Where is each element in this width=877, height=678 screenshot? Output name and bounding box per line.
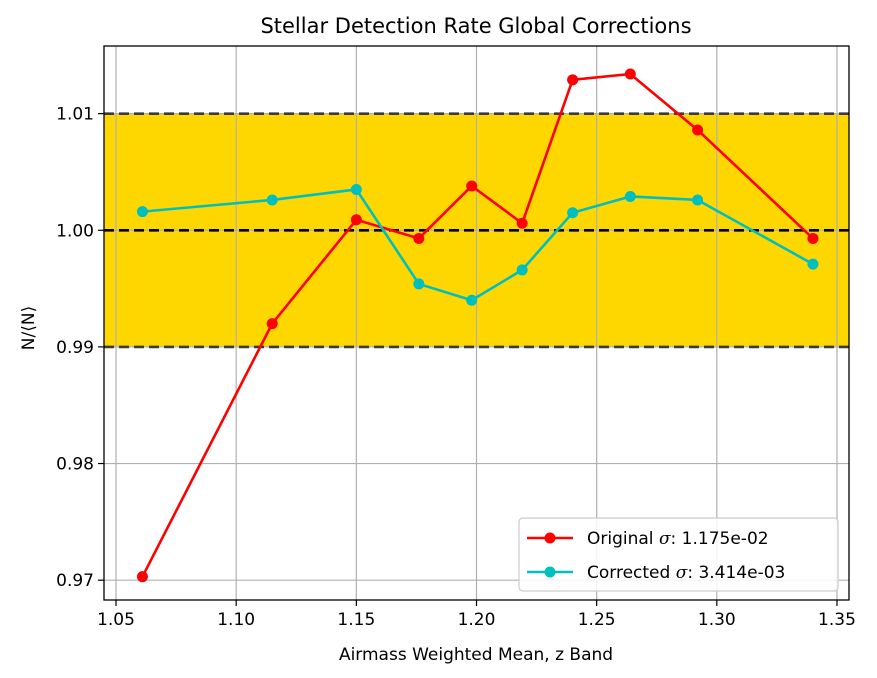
data-point [807,258,819,270]
legend-label-symbol: σ [659,529,671,549]
series-line [142,188,814,302]
x-axis-label: Airmass Weighted Mean, z Band [339,645,613,665]
legend-marker [544,532,556,544]
data-point [692,194,704,206]
data-point [567,207,579,219]
y-tick-label: 1.01 [56,105,94,125]
legend-label: Corrected σ: 3.414e-03 [587,563,785,583]
y-axis-label: N/⟨N⟩ [19,306,39,350]
y-tick-label: 0.99 [56,338,94,358]
y-tick-label: 1.00 [56,221,94,241]
legend-label-suffix: : 1.175e-02 [671,529,769,549]
data-point [413,278,425,290]
legend-label-prefix: Original [587,529,659,549]
series-line [141,72,814,578]
data-point [807,232,819,244]
legend-label: Original σ: 1.175e-02 [587,529,769,549]
data-point [350,214,362,226]
data-point [624,68,636,80]
x-tick-label: 1.05 [97,610,135,630]
data-point [266,318,278,330]
x-tick-label: 1.30 [698,610,736,630]
legend-label-symbol: σ [676,563,688,583]
x-tick-label: 1.25 [578,610,616,630]
y-tick-label: 0.98 [56,455,94,475]
data-point [136,571,148,583]
x-tick-label: 1.35 [818,610,856,630]
data-point [466,294,478,306]
y-tick-label: 0.97 [56,571,94,591]
data-point [350,183,362,195]
legend-marker [544,566,556,578]
legend-box [518,517,839,592]
data-point [624,190,636,202]
data-point [567,74,579,86]
x-tick-label: 1.10 [217,610,255,630]
legend-label-suffix: : 3.414e-03 [687,563,785,583]
data-point [466,180,478,192]
chart-title: Stellar Detection Rate Global Correction… [260,14,691,38]
x-tick-label: 1.20 [458,610,496,630]
data-point [516,264,528,276]
data-point [516,217,528,229]
legend-label-prefix: Corrected [587,563,676,583]
x-tick-label: 1.15 [337,610,375,630]
data-point [692,124,704,136]
data-point [136,206,148,218]
plot-area: 1.05 1.10 1.15 1.20 1.25 1.30 1.35 0.97 0.98 0.99… [56,45,856,630]
plot-inner [104,46,849,600]
data-point [413,232,425,244]
data-point [266,194,278,206]
